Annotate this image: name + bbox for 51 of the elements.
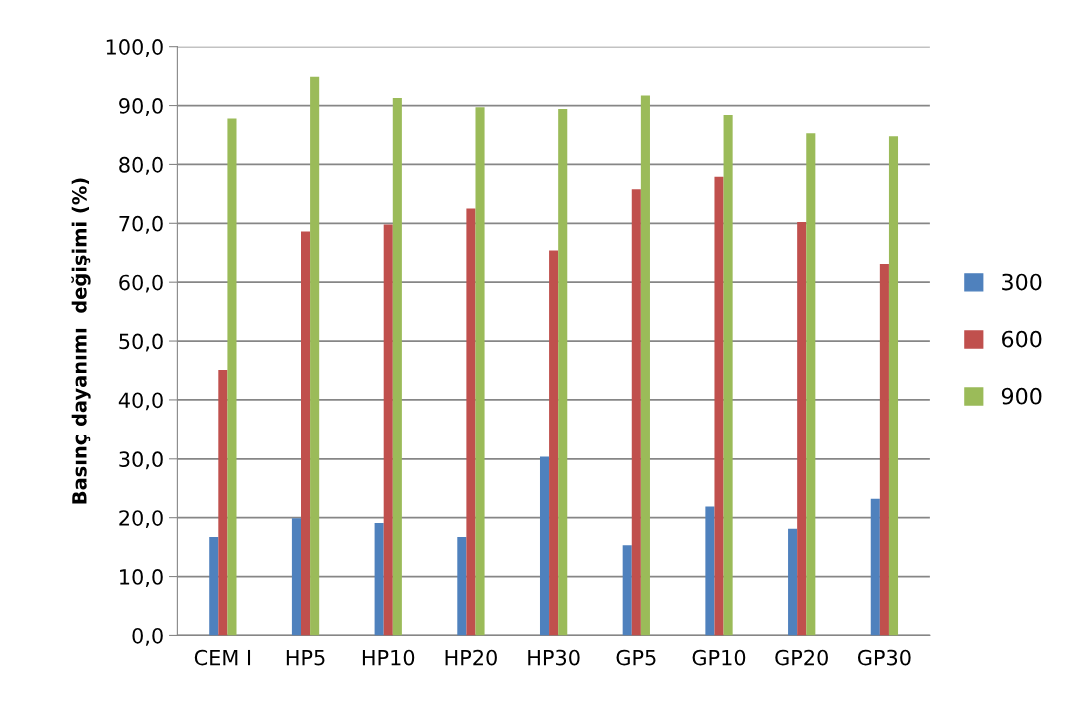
y-tick-label: 50,0 xyxy=(119,333,163,352)
bar xyxy=(631,189,641,636)
bar xyxy=(209,537,219,636)
y-tick-label: 30,0 xyxy=(119,451,163,470)
legend-label: 300 xyxy=(1002,273,1042,291)
bar xyxy=(466,208,476,636)
y-tick-label: 100,0 xyxy=(106,39,163,58)
bar xyxy=(374,522,384,636)
bar xyxy=(227,118,237,636)
bar xyxy=(705,506,715,636)
bar xyxy=(291,518,301,636)
x-tick-label: GP30 xyxy=(857,649,911,666)
bar xyxy=(539,456,550,636)
y-tick-label: 10,0 xyxy=(120,569,163,587)
bar xyxy=(383,224,393,636)
bar xyxy=(310,76,320,636)
bar xyxy=(218,369,228,636)
y-tick-label: 80,0 xyxy=(119,156,163,175)
x-tick-label: HP5 xyxy=(286,649,325,666)
bar xyxy=(788,528,798,636)
x-tick-label: GP20 xyxy=(775,649,828,666)
legend-label: 600 xyxy=(1002,330,1042,348)
bar xyxy=(870,498,880,636)
bar xyxy=(714,176,724,636)
x-tick-label: GP10 xyxy=(692,649,746,666)
y-tick-label: 70,0 xyxy=(119,215,163,234)
bar xyxy=(549,250,559,636)
bar xyxy=(640,95,650,636)
y-tick-label: 0,0 xyxy=(132,627,163,646)
bar xyxy=(888,136,899,636)
x-tick-label: HP20 xyxy=(445,649,497,666)
y-tick-label: 20,0 xyxy=(119,510,163,529)
y-tick-label: 90,0 xyxy=(119,98,163,116)
y-tick-label: 60,0 xyxy=(119,274,163,293)
bar xyxy=(622,545,632,636)
x-tick-label: GP5 xyxy=(616,649,656,666)
bar xyxy=(558,109,568,636)
bar xyxy=(475,107,485,636)
y-tick-label: 40,0 xyxy=(118,392,163,411)
bar xyxy=(392,97,402,636)
legend-label: 900 xyxy=(1001,387,1042,405)
x-tick-label: HP30 xyxy=(528,649,580,666)
bar xyxy=(457,537,467,636)
bar xyxy=(723,114,733,636)
x-tick-label: CEM I xyxy=(194,649,251,666)
bar xyxy=(301,231,311,636)
bar xyxy=(879,263,889,636)
bar xyxy=(797,222,807,636)
y-axis-title: Basınç dayanımı değişimi (%) xyxy=(71,178,91,504)
bar xyxy=(806,133,816,636)
x-tick-label: HP10 xyxy=(362,649,415,666)
